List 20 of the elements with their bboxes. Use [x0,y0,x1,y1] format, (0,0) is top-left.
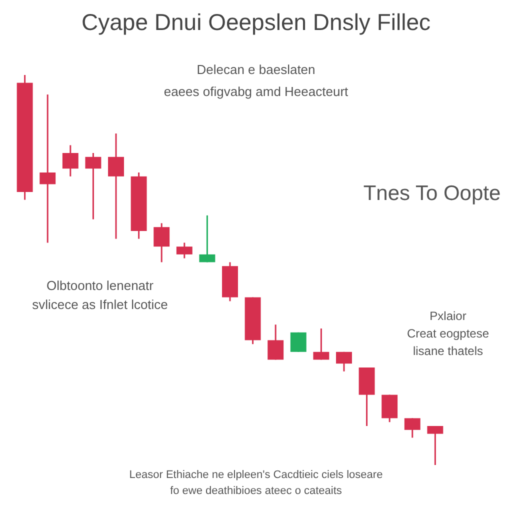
candlestick [62,144,78,178]
annotation: Tnes To Oopte [363,182,501,205]
chart-subtitle: Delecan e baeslaten eaees ofigvabg amd Heeacteurt [164,62,349,99]
candlestick [382,394,398,423]
annotation: Pxlaior Creat eogptese lisane thatels [406,309,490,358]
candlestick [290,332,306,353]
candlestick [268,324,284,360]
annotation: Olbtoonto lenenatr svlicece as Ifnlet lcotice [32,278,168,312]
candlestick [85,152,102,220]
candlestick [176,242,192,260]
candlestick [154,222,170,263]
text: Leasor Ethiache ne elpleen's Cacdtieic ciels loseare fo ewe deathibioes ateec o cateaits [129,469,383,497]
candlestick [199,214,216,263]
chart-title: Cyape Dnui Oeepslen Dnsly Fillec [82,9,430,35]
candlestick [108,132,124,240]
candlestick [404,417,420,438]
candlestick [40,94,56,244]
candlestick [427,425,444,466]
candlestick [336,351,352,372]
candlestick [313,328,330,360]
